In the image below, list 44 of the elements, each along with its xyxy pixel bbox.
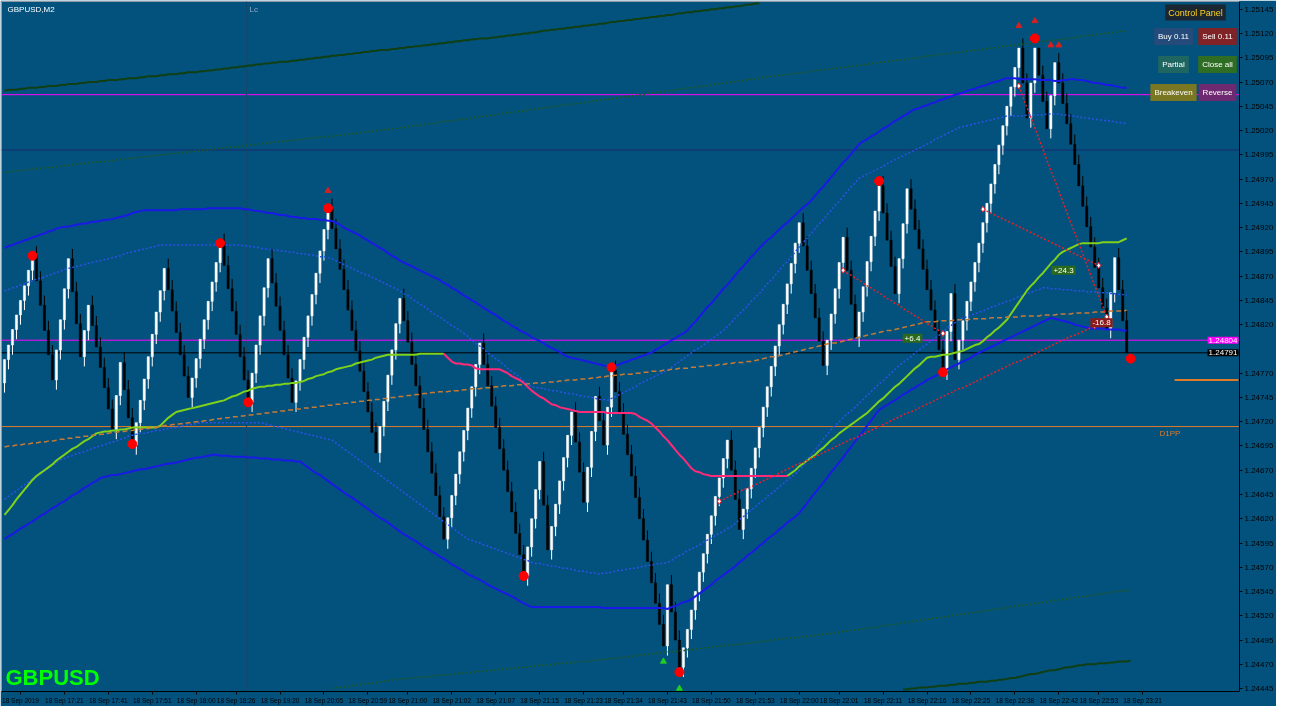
ref-line-label: 1.24791	[1208, 348, 1239, 358]
y-tick-label: 1.24945	[1244, 198, 1274, 208]
y-tick-label: 1.24645	[1244, 490, 1274, 499]
y-tick-label: 1.24895	[1244, 247, 1274, 257]
y-tick-label: 1.24470	[1244, 659, 1274, 669]
y-tick-label: 1.25020	[1244, 126, 1274, 136]
annotation: Partial	[1162, 60, 1186, 69]
y-tick-label: 1.24720	[1244, 417, 1274, 427]
annotation: Close all	[1202, 60, 1234, 69]
ref-line-label: 1.24804	[1208, 335, 1239, 345]
y-tick-label: 1.24595	[1244, 538, 1274, 548]
text: Lc	[249, 4, 258, 14]
ref-line-label: D1PP	[1159, 428, 1181, 438]
y-tick-label: 1.24445	[1244, 684, 1274, 694]
y-tick-label: 1.24670	[1244, 465, 1274, 475]
y-tick-label: 1.25070	[1244, 77, 1274, 87]
y-tick-label: 1.24820	[1244, 320, 1274, 330]
y-tick-label: 1.25145	[1244, 4, 1274, 14]
y-tick-label: 1.24970	[1244, 174, 1274, 184]
y-tick-label: 1.24845	[1244, 295, 1274, 305]
y-tick-label: 1.24495	[1244, 635, 1274, 645]
y-tick-label: 1.25045	[1244, 101, 1274, 111]
annotation: Control Panel	[1168, 7, 1223, 18]
annotation: Reverse	[1202, 88, 1233, 97]
y-tick-label: 1.24920	[1244, 223, 1274, 233]
annotation: +6.4	[904, 333, 921, 343]
annotation: Sell 0.11	[1202, 32, 1234, 41]
y-tick-label: 1.24570	[1244, 562, 1274, 572]
annotation: Breakeven	[1154, 88, 1193, 97]
annotation: GBPUSD	[5, 664, 100, 690]
y-tick-label: 1.25120	[1244, 29, 1274, 39]
annotation: Buy 0.11	[1158, 32, 1190, 41]
y-tick-label: 1.24870	[1244, 271, 1274, 281]
y-tick-label: 1.24520	[1244, 611, 1274, 621]
annotation: -16.8	[1092, 318, 1112, 328]
y-tick-label: 1.24695	[1244, 441, 1274, 451]
annotation: +24.3	[1053, 265, 1075, 275]
y-tick-label: 1.24620	[1244, 514, 1274, 524]
y-tick-label: 1.24770	[1244, 368, 1274, 378]
y-tick-label: 1.24995	[1244, 150, 1274, 160]
y-tick-label: 1.24745	[1244, 392, 1274, 402]
chart-title: GBPUSD,M2	[7, 4, 56, 14]
y-tick-label: 1.24545	[1244, 587, 1274, 597]
y-tick-label: 1.25095	[1244, 53, 1274, 63]
